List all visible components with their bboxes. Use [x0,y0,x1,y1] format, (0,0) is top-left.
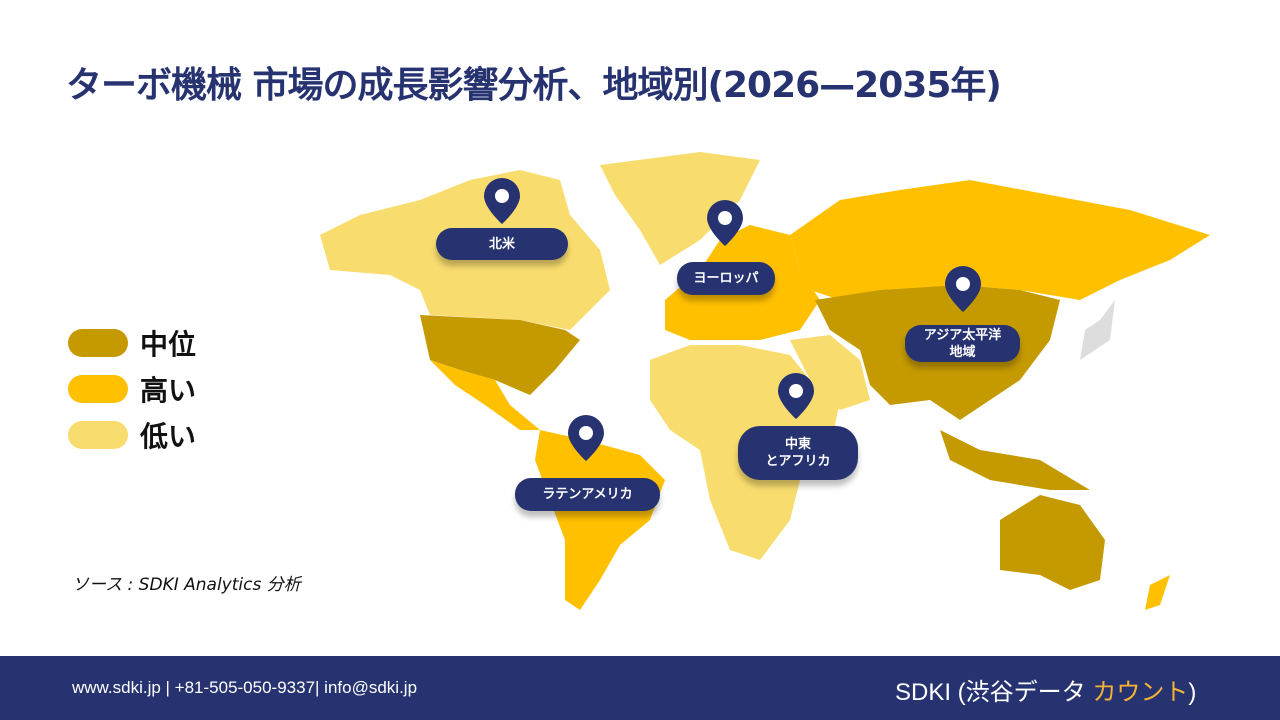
map-pin-icon [945,266,981,312]
region-label-latam: ラテンアメリカ [515,478,660,511]
label-line: 地域 [949,344,976,360]
page-title: ターボ機械 市場の成長影響分析、地域別(2026—2035年) [66,65,1002,106]
mexico [430,360,540,430]
brand-accent: カウント [1092,679,1189,706]
region-label-mea: 中東 とアフリカ [738,426,858,480]
middle-east [790,335,870,410]
label-line: アジア太平洋 [923,327,1002,343]
label-line: 中東 [784,437,811,452]
legend-item-mid: 中位 [68,320,196,366]
footer: www.sdki.jp | +81-505-050-9337| info@sdk… [0,656,1280,720]
legend-item-high: 高い [68,366,196,412]
legend-swatch [68,421,128,449]
region-label-europe: ヨーロッパ [677,262,775,295]
russia [790,180,1210,300]
legend-swatch [68,375,128,403]
usa [420,315,580,395]
japan [1080,300,1115,360]
map-pin-icon [484,178,520,224]
map-pin-icon [707,200,743,246]
legend-label: 高い [140,374,197,407]
legend: 中位 高い 低い [68,320,196,458]
australia [1000,495,1105,590]
legend-swatch [68,329,128,357]
greenland [600,152,760,265]
legend-label: 低い [140,420,197,453]
legend-label: 中位 [140,328,197,361]
map-pin-icon [568,415,604,461]
brand-prefix: SDKI (渋谷データ [895,679,1093,706]
new-zealand [1145,575,1170,610]
region-label-north-america: 北米 [436,228,568,260]
label-line: とアフリカ [765,454,831,469]
south-america [535,430,665,610]
brand: SDKI (渋谷データ カウント) [895,672,1196,707]
legend-item-low: 低い [68,412,196,458]
region-label-asia-pacific: アジア太平洋 地域 [905,325,1020,362]
source-note: ソース : SDKI Analytics 分析 [72,575,301,595]
contact-info: www.sdki.jp | +81-505-050-9337| info@sdk… [72,678,418,697]
brand-suffix: ) [1188,679,1197,706]
southeast-asia [940,430,1090,490]
map-pin-icon [778,373,814,419]
